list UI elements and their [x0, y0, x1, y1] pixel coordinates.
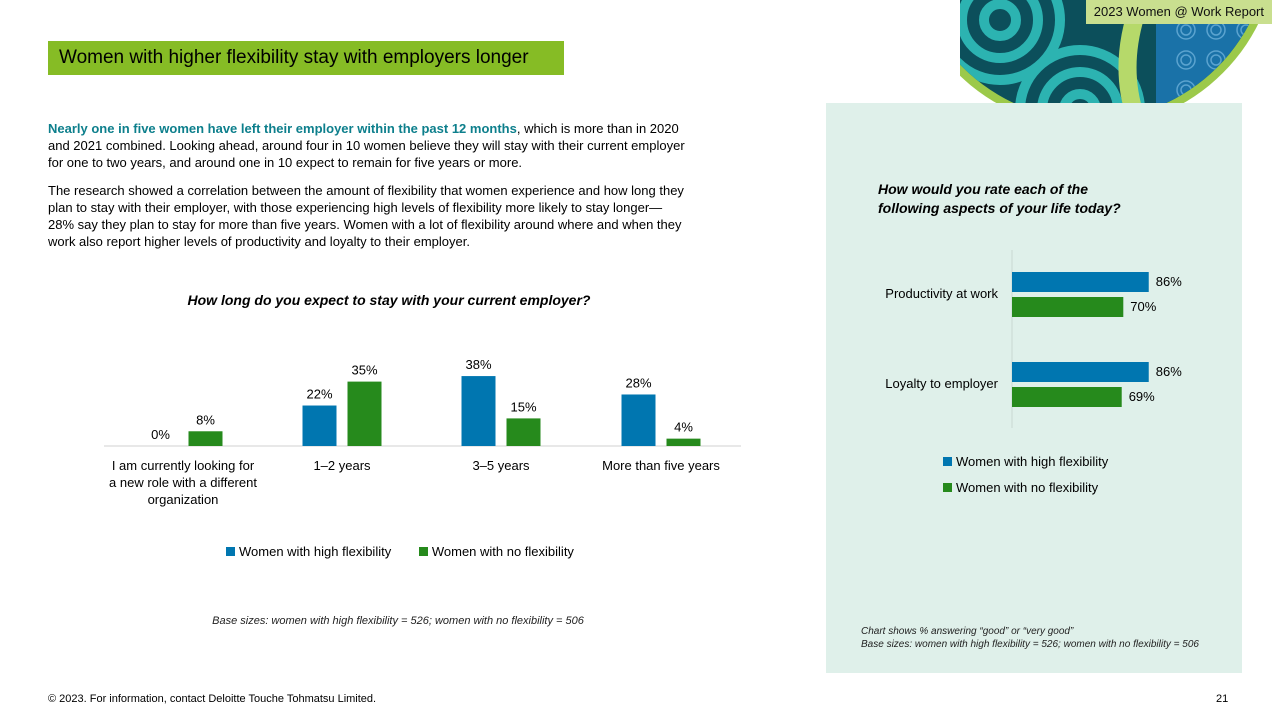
data-label: 70% — [1130, 299, 1156, 314]
copyright: © 2023. For information, contact Deloitt… — [48, 693, 377, 705]
category-label: organization — [148, 492, 219, 507]
category-label: a new role with a different — [109, 475, 257, 490]
bar — [347, 381, 382, 446]
bar — [1012, 362, 1149, 382]
legend-swatch-high — [943, 457, 952, 467]
chart2-title-line: How would you rate each of the — [878, 181, 1089, 197]
category-label: Productivity at work — [885, 286, 998, 301]
chart2-note-line: Chart shows % answering “good” or “very … — [861, 626, 1074, 637]
category-label: I am currently looking for — [112, 458, 255, 473]
tenure-bar-chart: 0% 22% 38% 28% 8% 35% 15% 4% I am currently look… — [104, 357, 741, 507]
data-label: 28% — [625, 375, 651, 390]
legend-swatch-high — [226, 547, 235, 557]
bar — [506, 418, 541, 446]
page-title: Women with higher flexibility stay with … — [48, 41, 564, 75]
data-label: 0% — [151, 427, 170, 442]
bar — [1012, 297, 1124, 317]
bar — [461, 376, 496, 446]
legend-item-high: Women with high flexibility — [226, 544, 391, 559]
chart1-legend: Women with high flexibility Women with n… — [226, 544, 574, 559]
data-label: 38% — [465, 357, 491, 372]
bar — [1012, 387, 1122, 407]
chart2-title: How would you rate each of the following… — [878, 180, 1121, 218]
data-label: 86% — [1156, 364, 1182, 379]
legend-label-none: Women with no flexibility — [956, 480, 1099, 495]
bar — [1012, 272, 1149, 292]
data-label: 15% — [510, 399, 536, 414]
category-label: 1–2 years — [313, 458, 371, 473]
data-label: 69% — [1129, 389, 1155, 404]
chart2-note-line: Base sizes: women with high flexibility … — [861, 639, 1199, 650]
legend-swatch-none — [418, 547, 428, 557]
chart2-title-line: following aspects of your life today? — [878, 200, 1121, 216]
chart1-base-note: Base sizes: women with high flexibility … — [212, 615, 584, 627]
legend-item-none: Women with no flexibility — [943, 475, 1108, 501]
intro-text: , which is more than in 2020 and 2021 co… — [48, 121, 685, 170]
legend-label-high: Women with high flexibility — [239, 544, 392, 559]
highlight-text: Nearly one in five women have left their… — [48, 121, 517, 136]
chart2-notes: Chart shows % answering “good” or “very … — [861, 625, 1199, 651]
data-label: 86% — [1156, 274, 1182, 289]
intro-paragraph: Nearly one in five women have left their… — [48, 120, 688, 171]
chart2-legend: Women with high flexibility Women with n… — [943, 449, 1108, 501]
data-label: 8% — [196, 412, 215, 427]
research-paragraph: The research showed a correlation betwee… — [48, 183, 684, 249]
data-label: 35% — [351, 363, 377, 378]
bar — [188, 431, 223, 446]
legend-label-high: Women with high flexibility — [956, 454, 1109, 469]
category-label: Loyalty to employer — [885, 376, 998, 391]
bar — [621, 394, 656, 446]
life-aspects-bar-chart: Productivity at work Loyalty to employer 8… — [885, 250, 1182, 428]
category-label: 3–5 years — [472, 458, 530, 473]
legend-item-none: Women with no flexibility — [418, 544, 574, 559]
legend-label-none: Women with no flexibility — [431, 544, 574, 559]
category-label: More than five years — [602, 458, 720, 473]
data-label: 22% — [306, 387, 332, 402]
header-decoration: 2023 Women @ Work Report — [960, 0, 1280, 130]
bar — [666, 438, 701, 446]
report-tag: 2023 Women @ Work Report — [1085, 0, 1272, 24]
data-label: 4% — [674, 420, 693, 435]
legend-swatch-none — [943, 483, 952, 493]
bar — [302, 405, 337, 446]
chart1-title: How long do you expect to stay with your… — [187, 292, 591, 308]
legend-item-high: Women with high flexibility — [943, 449, 1108, 475]
page-number: 21 — [1216, 693, 1229, 705]
